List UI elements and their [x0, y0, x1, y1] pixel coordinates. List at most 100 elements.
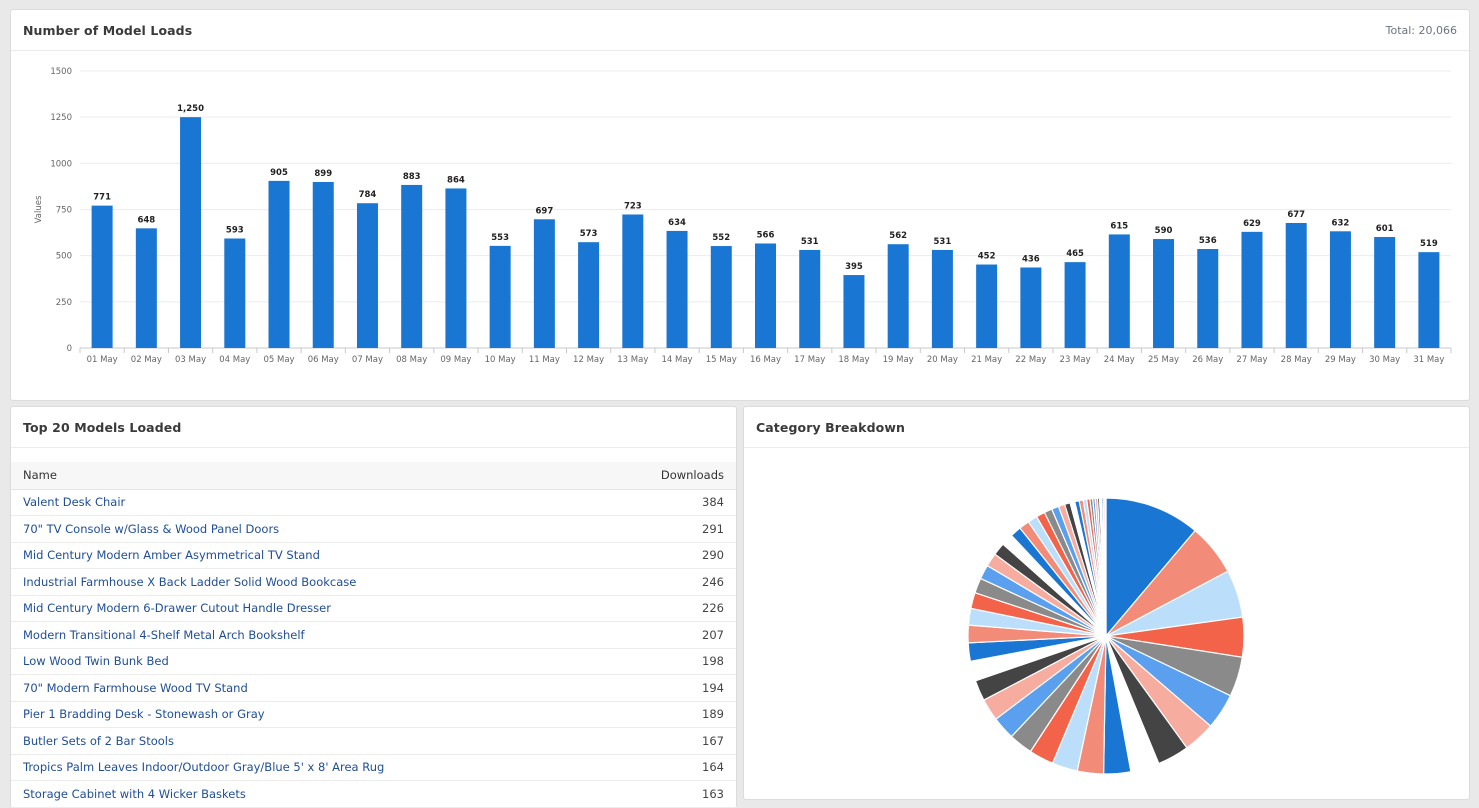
bar-data-label: 864 — [447, 175, 465, 185]
table-row: Valent Desk Chair 384 — [11, 489, 736, 516]
bar-27-may — [1241, 231, 1263, 348]
bar-data-label: 615 — [1110, 221, 1128, 231]
bar-14-may — [666, 230, 688, 348]
bar-08-may — [401, 184, 423, 348]
model-name-link[interactable]: 70" Modern Farmhouse Wood TV Stand — [23, 680, 248, 695]
x-tick-label: 30 May — [1369, 355, 1400, 365]
model-name-link[interactable]: Low Wood Twin Bunk Bed — [23, 654, 169, 669]
bar-data-label: 562 — [889, 231, 907, 241]
model-name-cell: Modern Transitional 4-Shelf Metal Arch B… — [11, 621, 603, 649]
model-name-cell: Mid Century Modern Amber Asymmetrical TV… — [11, 542, 603, 569]
name-column-header[interactable]: Name — [11, 462, 603, 490]
model-loads-bar-chart: 0 250 500 750 1000 1250 1500 Values 771 01 May 648… — [34, 67, 1452, 365]
model-name-cell: Mid Century Modern 6-Drawer Cutout Handl… — [11, 595, 603, 622]
bar-data-label: 593 — [226, 225, 244, 235]
bar-24-may — [1108, 234, 1130, 348]
downloads-cell: 189 — [602, 701, 736, 728]
bar-28-may — [1285, 222, 1307, 348]
bar-10-may — [489, 245, 511, 348]
x-tick-label: 24 May — [1104, 355, 1135, 365]
bar-18-may — [843, 275, 865, 348]
bar-data-label: 601 — [1376, 224, 1394, 234]
y-axis-label: Values — [34, 195, 44, 223]
bar-data-label: 677 — [1287, 210, 1305, 220]
model-loads-title: Number of Model Loads — [23, 22, 193, 38]
bar-29-may — [1329, 231, 1351, 348]
downloads-cell: 290 — [602, 542, 736, 569]
model-name-link[interactable]: Tropics Palm Leaves Indoor/Outdoor Gray/… — [23, 760, 385, 775]
x-tick-label: 14 May — [662, 355, 693, 365]
model-name-link[interactable]: Valent Desk Chair — [23, 495, 126, 510]
bar-data-label: 553 — [491, 233, 509, 243]
category-pie-chart — [967, 497, 1245, 775]
table-row: Mid Century Modern Amber Asymmetrical TV… — [11, 542, 736, 569]
bar-25-may — [1153, 239, 1175, 348]
bar-03-may — [180, 117, 202, 349]
downloads-cell: 226 — [602, 595, 736, 622]
model-name-link[interactable]: Modern Transitional 4-Shelf Metal Arch B… — [23, 627, 305, 642]
bar-data-label: 899 — [314, 169, 332, 179]
downloads-cell: 163 — [602, 780, 736, 808]
x-tick-label: 26 May — [1192, 355, 1223, 365]
x-tick-label: 12 May — [573, 355, 604, 365]
bar-02-may — [135, 228, 157, 348]
bar-19-may — [887, 244, 909, 348]
table-row: Mid Century Modern 6-Drawer Cutout Handl… — [11, 595, 736, 622]
bar-20-may — [931, 249, 953, 348]
downloads-cell: 291 — [602, 515, 736, 543]
pie-slice — [1104, 497, 1107, 637]
bar-07-may — [356, 203, 378, 348]
top-models-table: Name Downloads Valent Desk Chair 384 70" T… — [11, 462, 736, 808]
model-name-link[interactable]: 70" TV Console w/Glass & Wood Panel Door… — [23, 521, 280, 536]
bar-04-may — [224, 238, 246, 348]
model-name-link[interactable]: Storage Cabinet with 4 Wicker Baskets — [23, 786, 246, 801]
x-tick-label: 01 May — [87, 355, 118, 365]
model-loads-header: Number of Model Loads Total: 20,066 — [11, 10, 1469, 51]
table-row: 70" Modern Farmhouse Wood TV Stand 194 — [11, 674, 736, 702]
x-tick-label: 29 May — [1325, 355, 1356, 365]
x-tick-label: 21 May — [971, 355, 1002, 365]
model-name-link[interactable]: Butler Sets of 2 Bar Stools — [23, 733, 174, 748]
bar-data-label: 566 — [757, 230, 775, 240]
model-loads-card: Number of Model Loads Total: 20,066 0 250… — [10, 9, 1470, 401]
category-breakdown-header: Category Breakdown — [744, 407, 1469, 448]
x-tick-label: 19 May — [883, 355, 914, 365]
table-row: Tropics Palm Leaves Indoor/Outdoor Gray/… — [11, 754, 736, 781]
y-tick-label: 500 — [56, 252, 72, 262]
bar-30-may — [1374, 237, 1396, 348]
bar-data-label: 452 — [978, 252, 996, 262]
bar-data-label: 395 — [845, 262, 863, 272]
x-tick-label: 28 May — [1281, 355, 1312, 365]
table-row: Low Wood Twin Bunk Bed 198 — [11, 648, 736, 675]
x-tick-label: 13 May — [617, 355, 648, 365]
x-tick-label: 31 May — [1413, 355, 1444, 365]
bar-data-label: 536 — [1199, 236, 1217, 246]
table-header-row: Name Downloads — [11, 462, 736, 490]
x-tick-label: 17 May — [794, 355, 825, 365]
bar-data-label: 573 — [580, 229, 598, 239]
bar-data-label: 1,250 — [177, 104, 204, 114]
model-name-link[interactable]: Mid Century Modern Amber Asymmetrical TV… — [23, 548, 320, 563]
top-models-card: Top 20 Models Loaded Name Downloads Vale… — [10, 406, 737, 808]
model-name-link[interactable]: Industrial Farmhouse X Back Ladder Solid… — [23, 574, 357, 589]
x-tick-label: 02 May — [131, 355, 162, 365]
bar-05-may — [268, 180, 290, 348]
y-tick-label: 0 — [67, 344, 72, 354]
x-tick-label: 06 May — [308, 355, 339, 365]
model-name-cell: Pier 1 Bradding Desk - Stonewash or Gray — [11, 701, 603, 728]
x-tick-label: 03 May — [175, 355, 206, 365]
downloads-cell: 246 — [602, 568, 736, 596]
x-tick-label: 23 May — [1060, 355, 1091, 365]
model-name-link[interactable]: Mid Century Modern 6-Drawer Cutout Handl… — [23, 601, 331, 616]
model-name-link[interactable]: Pier 1 Bradding Desk - Stonewash or Gray — [23, 707, 265, 722]
bar-data-label: 552 — [712, 233, 730, 243]
bar-data-label: 531 — [801, 237, 819, 247]
pie-slice — [1105, 497, 1196, 638]
downloads-cell: 164 — [602, 754, 736, 781]
downloads-column-header[interactable]: Downloads — [602, 462, 736, 490]
bar-data-label: 629 — [1243, 219, 1261, 229]
bar-01-may — [91, 205, 113, 348]
x-tick-label: 11 May — [529, 355, 560, 365]
bar-21-may — [976, 264, 998, 348]
y-tick-label: 1000 — [50, 159, 72, 169]
